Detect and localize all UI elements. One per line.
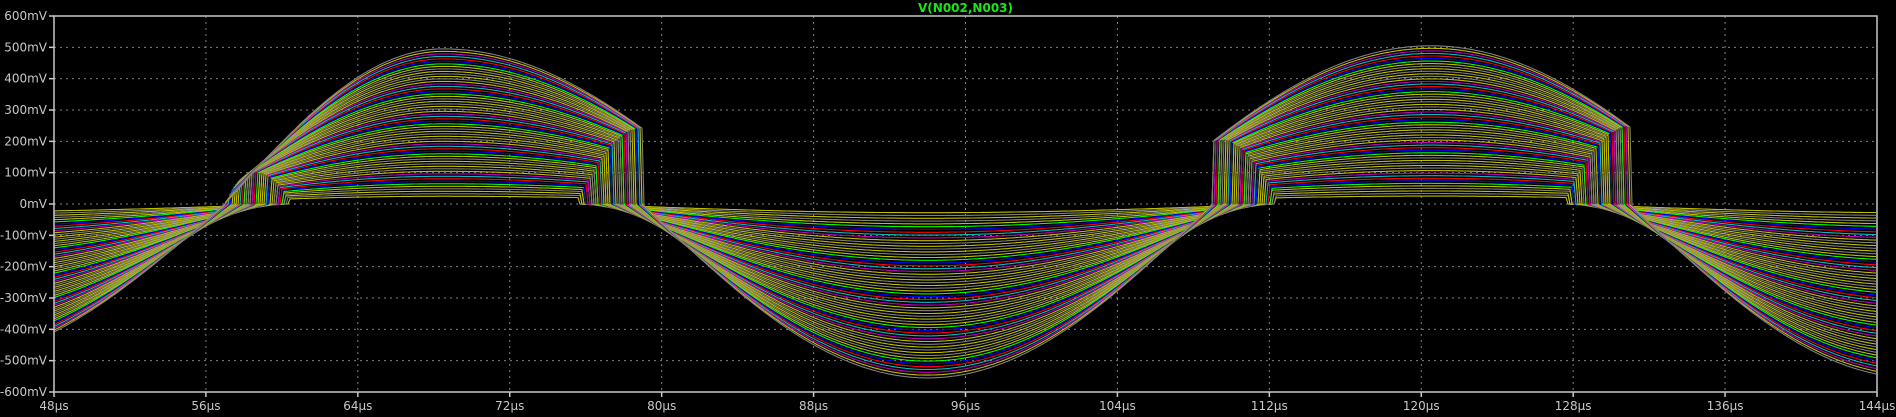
x-tick-label: 144µs — [1859, 399, 1896, 413]
axis-ticks: 48µs 56µs 64µs 72µs 80µs 88µs 96µs 104µs 112µs 12… — [0, 9, 1895, 413]
trace-line — [53, 114, 1877, 303]
x-tick-label: 96µs — [951, 399, 980, 413]
trace-line — [53, 75, 1877, 345]
y-tick-label: -600mV — [0, 385, 48, 399]
trace-line — [53, 175, 1877, 236]
y-tick-label: -200mV — [0, 260, 48, 274]
y-tick-label: 0mV — [19, 197, 47, 211]
x-tick-label: 48µs — [39, 399, 68, 413]
trace-line — [53, 47, 1877, 376]
trace-line — [53, 106, 1877, 312]
trace-line — [53, 60, 1877, 362]
y-tick-label: 400mV — [4, 72, 48, 86]
trace-line — [53, 157, 1877, 256]
trace-line — [53, 121, 1877, 295]
trace-title[interactable]: V(N002,N003) — [918, 1, 1013, 15]
trace-line — [53, 139, 1877, 275]
trace-line — [53, 57, 1877, 365]
trace-line — [53, 98, 1877, 320]
trace-line — [53, 70, 1877, 351]
trace-line — [53, 73, 1877, 348]
y-tick-label: 600mV — [4, 9, 48, 23]
trace-line — [53, 172, 1876, 239]
x-tick-label: 136µs — [1707, 399, 1744, 413]
trace-line — [53, 68, 1877, 354]
trace-line — [53, 96, 1877, 323]
x-tick-label: 72µs — [495, 399, 524, 413]
trace-line — [53, 149, 1877, 264]
trace-line — [53, 93, 1877, 326]
trace-line — [53, 129, 1877, 287]
trace-line — [53, 111, 1877, 306]
trace-line — [53, 185, 1877, 225]
trace-line — [53, 52, 1877, 371]
trace-line — [53, 55, 1877, 368]
trace-line — [53, 152, 1877, 261]
x-tick-label: 64µs — [343, 399, 372, 413]
x-tick-label: 128µs — [1555, 399, 1592, 413]
trace-line — [53, 101, 1877, 317]
x-tick-label: 56µs — [191, 399, 220, 413]
trace-line — [53, 154, 1877, 259]
trace-line — [53, 63, 1877, 359]
trace-line — [53, 83, 1877, 337]
trace-line — [53, 180, 1877, 231]
trace-line — [53, 116, 1877, 301]
trace-line — [53, 85, 1877, 334]
y-tick-label: -300mV — [0, 291, 48, 305]
trace-line — [53, 162, 1876, 250]
trace-line — [53, 124, 1877, 292]
y-tick-label: 200mV — [4, 134, 48, 148]
trace-line — [53, 170, 1877, 242]
trace-line — [53, 65, 1877, 357]
trace-family — [53, 45, 1877, 379]
trace-line — [53, 134, 1877, 281]
trace-line — [53, 126, 1877, 289]
x-tick-label: 120µs — [1403, 399, 1440, 413]
trace-line — [53, 144, 1877, 270]
trace-line — [53, 177, 1876, 233]
trace-line — [53, 108, 1877, 309]
trace-line — [53, 164, 1877, 247]
x-tick-label: 80µs — [647, 399, 676, 413]
x-tick-label: 104µs — [1099, 399, 1136, 413]
trace-line — [53, 136, 1877, 278]
trace-line — [53, 103, 1877, 315]
trace-line — [53, 147, 1877, 267]
trace-line — [53, 45, 1877, 379]
trace-line — [53, 80, 1877, 340]
y-tick-label: 100mV — [4, 166, 48, 180]
y-tick-label: -100mV — [0, 228, 48, 242]
y-tick-label: -400mV — [0, 322, 48, 336]
trace-line — [53, 50, 1877, 373]
trace-line — [53, 119, 1877, 298]
x-tick-label: 88µs — [799, 399, 828, 413]
trace-line — [53, 91, 1877, 329]
x-tick-label: 112µs — [1251, 399, 1288, 413]
y-tick-label: -500mV — [0, 354, 48, 368]
y-tick-label: 500mV — [4, 40, 48, 54]
trace-line — [53, 142, 1877, 273]
trace-line — [53, 159, 1877, 253]
y-tick-label: 300mV — [4, 103, 48, 117]
trace-line — [53, 167, 1876, 245]
trace-line — [53, 78, 1877, 343]
trace-line — [53, 88, 1877, 331]
trace-line — [53, 131, 1877, 284]
